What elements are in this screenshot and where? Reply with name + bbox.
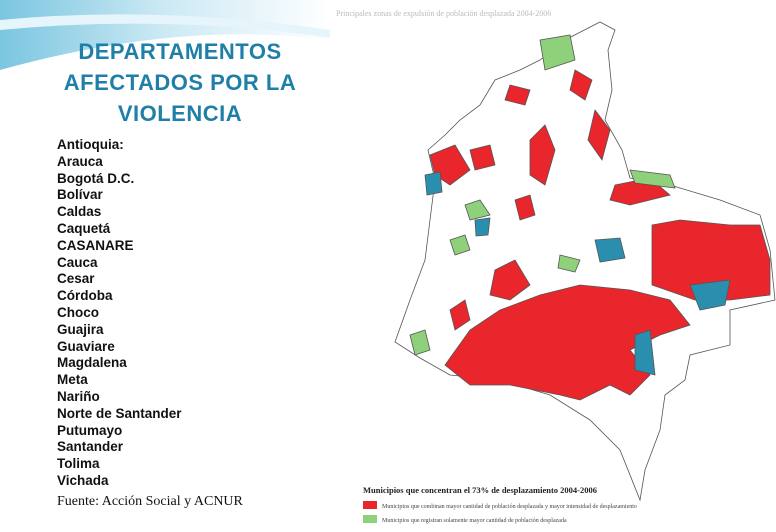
department: Magdalena <box>57 355 127 371</box>
department: Nariño <box>57 388 100 404</box>
red-region <box>504 84 531 106</box>
department: Tolima <box>57 456 100 472</box>
green-region <box>409 329 431 356</box>
legend-swatch <box>363 501 377 509</box>
department: Santander <box>57 439 124 455</box>
department-list: Antioquia: Arauca Bogotá D.C. Bolívar Caldas… <box>57 137 182 490</box>
department: Caquetá <box>57 220 111 236</box>
title-line: AFECTADOS POR LA <box>63 70 297 95</box>
department: Cauca <box>57 254 98 270</box>
department: Cesar <box>57 271 95 287</box>
department: Bogotá D.C. <box>57 170 135 186</box>
green-region <box>449 234 471 256</box>
red-region <box>489 259 531 301</box>
department: Arauca <box>57 153 103 169</box>
green-region <box>539 34 576 71</box>
blue-region <box>594 237 626 263</box>
blue-region <box>474 217 491 237</box>
department: Guajira <box>57 321 104 337</box>
department: CASANARE <box>57 237 134 253</box>
green-region <box>464 199 491 221</box>
department: Guaviare <box>57 338 115 354</box>
green-region <box>629 169 676 189</box>
header-swoosh-light <box>0 14 330 38</box>
red-region <box>651 219 771 301</box>
legend-label: Municipios que registran solamente mayor… <box>382 518 567 524</box>
legend-title: Municipios que concentran el 73% de desp… <box>363 485 597 495</box>
department: Vichada <box>57 472 109 488</box>
slide-title: DEPARTAMENTOS AFECTADOS POR LA VIOLENCIA <box>30 36 330 129</box>
map-title: Principales zonas de expulsión de poblac… <box>336 9 551 18</box>
red-region <box>587 109 611 161</box>
department: Antioquia: <box>57 137 124 152</box>
map: Principales zonas de expulsión de poblac… <box>336 9 776 524</box>
blue-region <box>689 279 731 311</box>
red-region <box>529 124 556 186</box>
red-region <box>469 144 496 171</box>
legend-swatch <box>363 515 377 523</box>
department: Meta <box>57 372 88 388</box>
department: Putumayo <box>57 422 123 438</box>
left-panel <box>0 0 330 70</box>
green-region <box>557 254 581 273</box>
department: Bolívar <box>57 187 103 203</box>
red-region <box>449 299 471 331</box>
title-line: VIOLENCIA <box>117 101 243 126</box>
blue-region <box>424 171 443 196</box>
department: Caldas <box>57 204 102 220</box>
red-region <box>514 194 536 221</box>
title-line: DEPARTAMENTOS <box>78 39 282 64</box>
department: Choco <box>57 304 99 320</box>
blue-region <box>634 329 656 376</box>
department: Norte de Santander <box>57 405 182 421</box>
department: Córdoba <box>57 288 113 304</box>
red-region <box>569 69 593 101</box>
source: Fuente: Acción Social y ACNUR <box>57 494 243 509</box>
legend-label: Municipios que combinan mayor cantidad d… <box>382 504 637 510</box>
